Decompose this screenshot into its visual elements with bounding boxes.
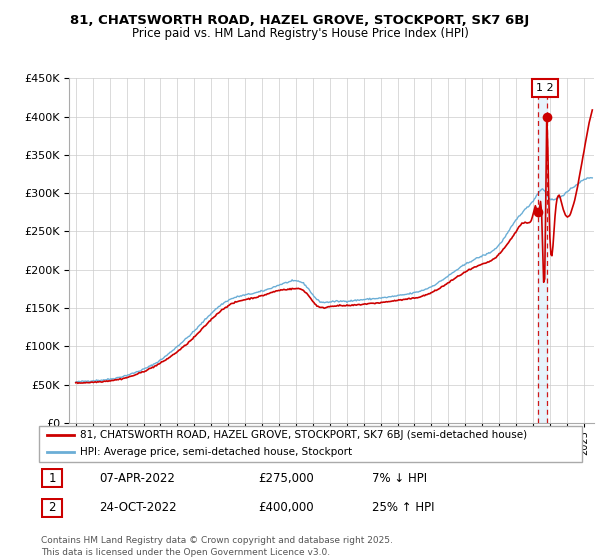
Text: 2: 2 [49,501,56,515]
Text: £275,000: £275,000 [258,472,314,485]
Bar [538,78,547,423]
Text: Price paid vs. HM Land Registry's House Price Index (HPI): Price paid vs. HM Land Registry's House … [131,27,469,40]
Text: £400,000: £400,000 [258,501,314,515]
FancyBboxPatch shape [42,469,62,487]
FancyBboxPatch shape [42,499,62,517]
Text: 07-APR-2022: 07-APR-2022 [99,472,175,485]
Text: 81, CHATSWORTH ROAD, HAZEL GROVE, STOCKPORT, SK7 6BJ (semi-detached house): 81, CHATSWORTH ROAD, HAZEL GROVE, STOCKP… [80,431,527,440]
Text: 1: 1 [49,472,56,485]
FancyBboxPatch shape [39,426,582,462]
Text: 25% ↑ HPI: 25% ↑ HPI [372,501,434,515]
Text: Contains HM Land Registry data © Crown copyright and database right 2025.
This d: Contains HM Land Registry data © Crown c… [41,536,392,557]
Text: HPI: Average price, semi-detached house, Stockport: HPI: Average price, semi-detached house,… [80,447,352,457]
Text: 24-OCT-2022: 24-OCT-2022 [99,501,176,515]
Text: 7% ↓ HPI: 7% ↓ HPI [372,472,427,485]
Text: 81, CHATSWORTH ROAD, HAZEL GROVE, STOCKPORT, SK7 6BJ: 81, CHATSWORTH ROAD, HAZEL GROVE, STOCKP… [70,14,530,27]
Text: 1 2: 1 2 [536,83,554,94]
